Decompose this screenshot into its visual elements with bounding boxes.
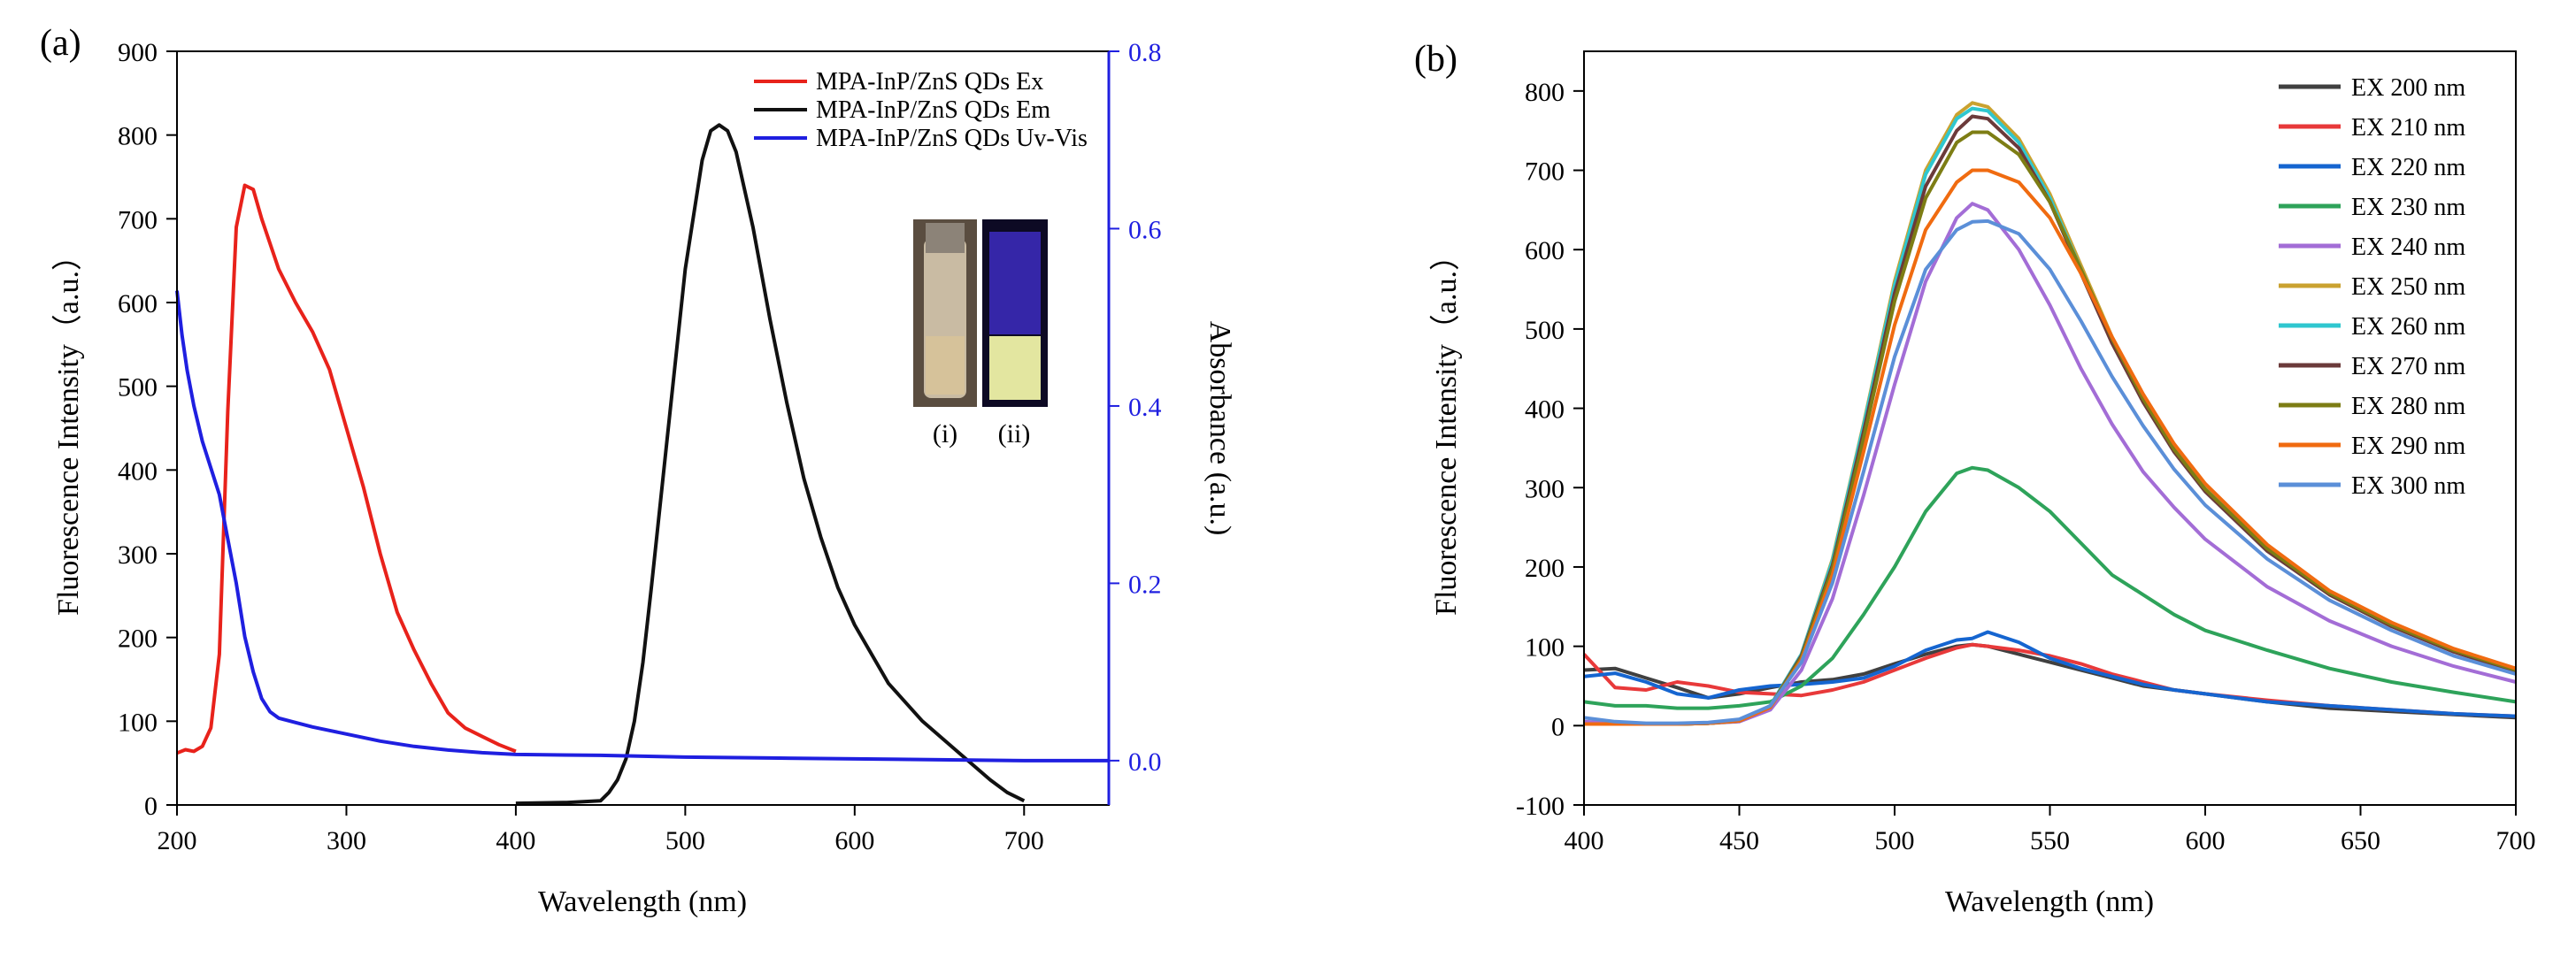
plot-frame-a (176, 50, 1110, 806)
y-tick-label-a: 400 (118, 456, 158, 486)
vial-blue-ii (989, 232, 1041, 334)
y-tick-label-b: -100 (1516, 792, 1565, 821)
panel-label-a: (a) (40, 23, 81, 64)
y2-tick-label-a: 0.0 (1128, 747, 1162, 777)
x-tick-label-b: 600 (2186, 826, 2226, 855)
y-tick-label-a: 100 (118, 708, 158, 737)
legend-label-b: EX 260 nm (2351, 313, 2465, 341)
y-tick-label-a: 700 (118, 205, 158, 234)
vial-glow-ii (989, 336, 1041, 400)
legend-label-a: MPA-InP/ZnS QDs Uv-Vis (816, 125, 1088, 152)
y-tick-label-a: 300 (118, 540, 158, 570)
vial-cap-i (926, 223, 965, 253)
series-line-b-10 (1583, 218, 2517, 725)
series-line-a-2 (175, 290, 1109, 763)
y-tick-label-b: 300 (1525, 474, 1565, 503)
chart-panel-a: (a) 200 300 400 500 600 700 0 100 200 300 400 500 6… (40, 23, 1236, 918)
x-tick-label-a: 500 (665, 826, 705, 855)
legend-label-b: EX 240 nm (2351, 234, 2465, 261)
panel-label-b: (b) (1414, 39, 1457, 80)
y2-tick-label-a: 0.2 (1128, 570, 1162, 599)
x-tick-label-a: 200 (158, 826, 197, 855)
inset-label-ii: (ii) (998, 419, 1031, 448)
legend-label-b: EX 220 nm (2351, 154, 2465, 181)
legend-label-b: EX 280 nm (2351, 393, 2465, 420)
y-tick-label-a: 0 (144, 792, 158, 821)
x-tick-label-b: 500 (1875, 826, 1915, 855)
y2-tick-label-a: 0.6 (1128, 215, 1162, 244)
legend-label-b: EX 300 nm (2351, 472, 2465, 500)
y-tick-label-a: 500 (118, 373, 158, 402)
x-axis-title-a: Wavelength (nm) (538, 885, 747, 918)
y-tick-label-a: 900 (118, 38, 158, 67)
x-tick-label-b: 700 (2496, 826, 2536, 855)
y-tick-label-b: 500 (1525, 316, 1565, 345)
y-tick-label-b: 700 (1525, 157, 1565, 187)
inset-label-i: (i) (933, 419, 957, 448)
x-tick-label-a: 300 (327, 826, 366, 855)
x-tick-label-a: 600 (834, 826, 874, 855)
legend-label-b: EX 290 nm (2351, 433, 2465, 460)
vial-liquid-i (926, 336, 965, 395)
x-tick-label-b: 400 (1565, 826, 1604, 855)
legend-label-b: EX 230 nm (2351, 194, 2465, 221)
y-tick-label-b: 400 (1525, 395, 1565, 425)
series-line-b-2 (1583, 630, 2517, 718)
y-tick-label-a: 800 (118, 122, 158, 151)
legend-label-a: MPA-InP/ZnS QDs Em (816, 96, 1050, 124)
y-tick-label-b: 0 (1551, 712, 1565, 741)
y2-tick-label-a: 0.8 (1128, 38, 1162, 67)
y-tick-label-b: 600 (1525, 236, 1565, 265)
x-axis-title-b: Wavelength (nm) (1945, 885, 2154, 918)
x-tick-label-a: 400 (496, 826, 535, 855)
legend-label-b: EX 210 nm (2351, 114, 2465, 142)
legend-label-b: EX 200 nm (2351, 74, 2465, 102)
y-tick-label-b: 100 (1525, 633, 1565, 663)
y2-tick-label-a: 0.4 (1128, 393, 1162, 422)
series-line-a-1 (515, 123, 1026, 806)
y-axis-title-b: Fluorescence Intensity（a.u.） (1429, 241, 1463, 616)
x-tick-label-b: 450 (1719, 826, 1759, 855)
legend-label-a: MPA-InP/ZnS QDs Ex (816, 68, 1043, 96)
series-line-a-0 (176, 183, 517, 755)
legend-label-b: EX 270 nm (2351, 353, 2465, 380)
y-tick-label-b: 200 (1525, 554, 1565, 583)
y-tick-label-b: 800 (1525, 78, 1565, 107)
x-tick-label-b: 650 (2341, 826, 2380, 855)
x-tick-label-a: 700 (1004, 826, 1044, 855)
y-tick-label-a: 600 (118, 289, 158, 318)
x-tick-label-b: 550 (2030, 826, 2070, 855)
vial-photo-inset: (i) (ii) (913, 219, 1048, 448)
legend-b: EX 200 nm EX 210 nm EX 220 nm EX 230 nm EX 2… (2279, 74, 2465, 500)
chart-panel-b: (b) 400 450 500 550 600 650 700 -100 0 100 200 300… (1414, 39, 2536, 918)
y-axis-title-a: Fluorescence Intensity（a.u.） (51, 241, 85, 616)
y-tick-label-a: 200 (118, 625, 158, 654)
legend-label-b: EX 250 nm (2351, 273, 2465, 301)
series-line-b-3 (1583, 465, 2517, 710)
y2-axis-title-a: Absorbance (a.u.) (1203, 321, 1236, 536)
